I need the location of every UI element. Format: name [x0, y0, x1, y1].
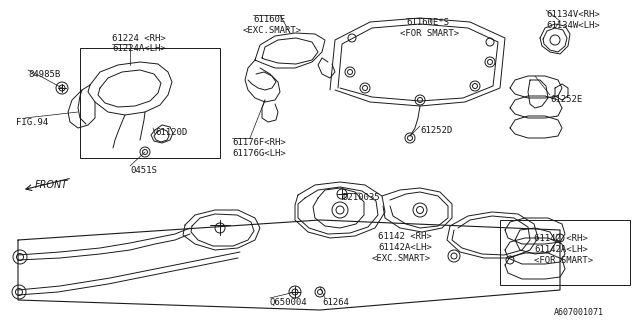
Text: <FOR SMART>: <FOR SMART>: [400, 29, 459, 38]
Text: D210035: D210035: [342, 193, 380, 202]
Text: 61160E: 61160E: [253, 15, 285, 24]
Text: 61142A<LH>: 61142A<LH>: [378, 243, 432, 252]
Text: A607001071: A607001071: [554, 308, 604, 317]
Text: 61264: 61264: [322, 298, 349, 307]
Text: 61134W<LH>: 61134W<LH>: [546, 21, 600, 30]
Text: 61142 <RH>: 61142 <RH>: [378, 232, 432, 241]
Text: 61224A<LH>: 61224A<LH>: [112, 44, 166, 53]
Text: 61176F<RH>: 61176F<RH>: [232, 138, 285, 147]
Text: 61134V<RH>: 61134V<RH>: [546, 10, 600, 19]
Text: 61142A<LH>: 61142A<LH>: [534, 245, 588, 254]
Text: 61224 <RH>: 61224 <RH>: [112, 34, 166, 43]
Text: 61252E: 61252E: [550, 95, 582, 104]
Text: <EXC.SMART>: <EXC.SMART>: [372, 254, 431, 263]
Text: 61142 <RH>: 61142 <RH>: [534, 234, 588, 243]
Text: 61160E*S: 61160E*S: [406, 18, 449, 27]
Text: 84985B: 84985B: [28, 70, 60, 79]
Bar: [80, 48, 220, 158]
Text: FIG.94: FIG.94: [16, 118, 48, 127]
Text: 61252D: 61252D: [420, 126, 452, 135]
Text: 61120D: 61120D: [155, 128, 188, 137]
Text: Q650004: Q650004: [270, 298, 308, 307]
Text: FRONT: FRONT: [35, 180, 68, 190]
Text: 0451S: 0451S: [130, 166, 157, 175]
Text: <EXC.SMART>: <EXC.SMART>: [243, 26, 302, 35]
Bar: [500, 220, 630, 285]
Text: <FOR SMART>: <FOR SMART>: [534, 256, 593, 265]
Text: 61176G<LH>: 61176G<LH>: [232, 149, 285, 158]
